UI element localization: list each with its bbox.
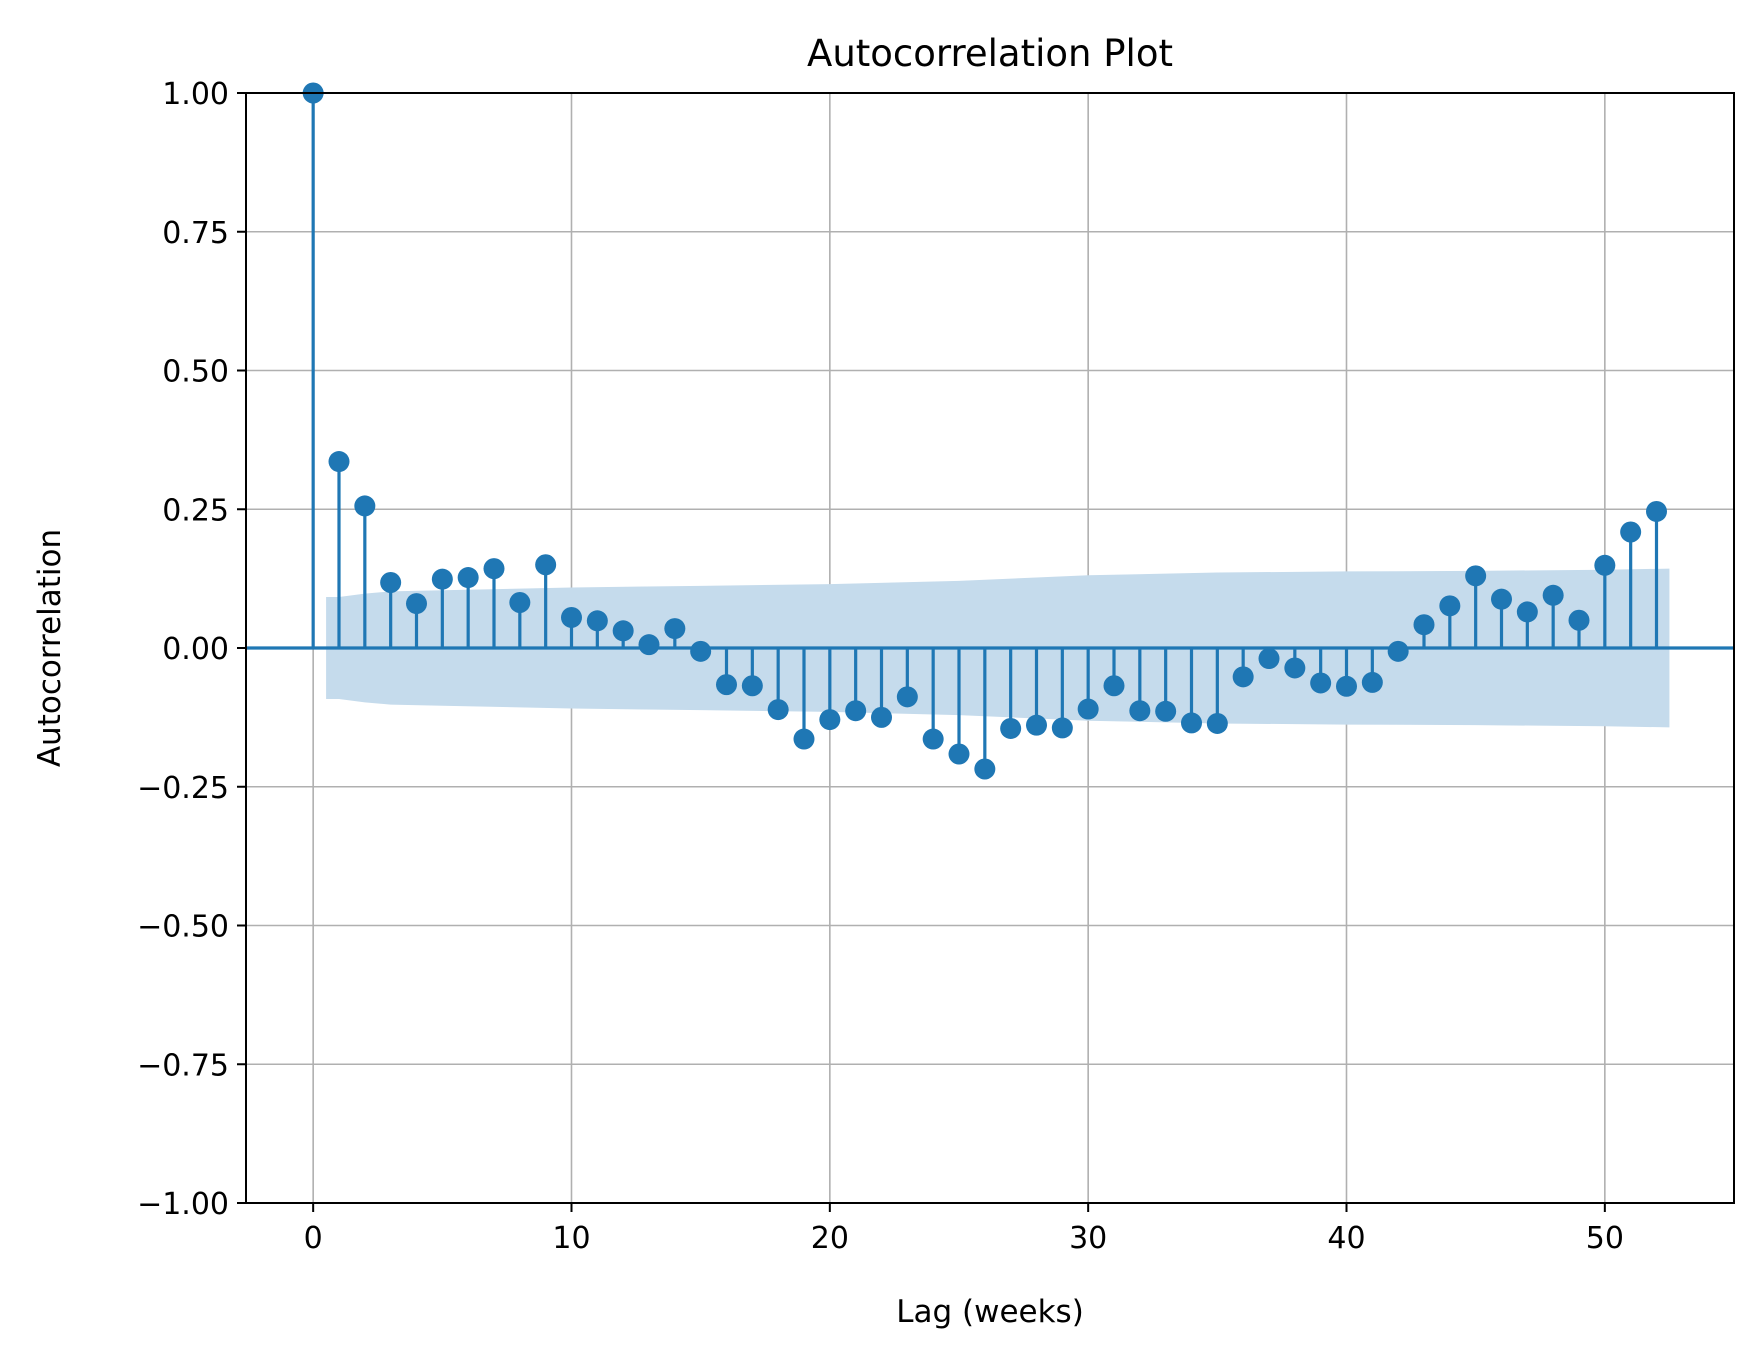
stem-marker bbox=[483, 558, 505, 580]
stem-marker bbox=[1516, 601, 1538, 623]
stem-marker bbox=[1051, 717, 1073, 739]
stem-marker bbox=[1491, 588, 1512, 610]
stem-layer bbox=[311, 93, 1659, 769]
y-tick-label: 1.00 bbox=[162, 77, 229, 112]
stem-marker bbox=[1155, 700, 1177, 722]
x-tick-label: 30 bbox=[1069, 1221, 1107, 1256]
stem-marker bbox=[1439, 595, 1461, 617]
stem-marker bbox=[457, 567, 479, 589]
stem-marker bbox=[1361, 671, 1383, 693]
stem-marker bbox=[767, 699, 789, 721]
stem-marker bbox=[1181, 712, 1202, 734]
x-tick-label: 0 bbox=[304, 1221, 323, 1256]
y-tick-label: −1.00 bbox=[137, 1187, 229, 1222]
stem-marker bbox=[561, 606, 582, 628]
stem-marker bbox=[871, 706, 892, 728]
y-tick-label: 0.75 bbox=[162, 216, 229, 251]
stem-marker bbox=[431, 568, 453, 590]
stem-marker bbox=[1594, 554, 1616, 576]
stem-marker bbox=[328, 451, 350, 473]
y-axis-label: Autocorrelation bbox=[32, 529, 68, 767]
stem-marker bbox=[638, 634, 660, 656]
stem-marker bbox=[716, 674, 737, 696]
x-tick-label: 40 bbox=[1327, 1221, 1365, 1256]
stem-marker bbox=[380, 572, 402, 594]
stem-marker bbox=[1387, 640, 1409, 662]
y-tick-label: 0.50 bbox=[162, 355, 229, 390]
x-tick-label: 10 bbox=[552, 1221, 590, 1256]
stem-marker bbox=[1103, 675, 1125, 697]
stem-marker bbox=[586, 610, 608, 632]
stem-marker bbox=[690, 640, 712, 662]
stem-marker bbox=[509, 591, 531, 613]
stem-marker bbox=[1646, 500, 1667, 522]
stem-marker bbox=[1284, 657, 1306, 679]
y-tick-label: −0.50 bbox=[137, 910, 229, 945]
stem-marker bbox=[1542, 584, 1564, 606]
stem-marker bbox=[922, 728, 944, 750]
stem-marker bbox=[535, 554, 557, 576]
stem-marker bbox=[1206, 712, 1228, 734]
marker-layer bbox=[302, 82, 1667, 780]
x-axis-label: Lag (weeks) bbox=[896, 1294, 1084, 1330]
stem-marker bbox=[1077, 698, 1099, 720]
stem-marker bbox=[793, 728, 815, 750]
stem-marker bbox=[819, 709, 841, 731]
stem-marker bbox=[1465, 565, 1487, 587]
stem-marker bbox=[1336, 675, 1357, 697]
stem-marker bbox=[1232, 666, 1254, 688]
stem-marker bbox=[1568, 609, 1590, 631]
y-tick-label: 0.00 bbox=[162, 632, 229, 667]
stem-marker bbox=[1258, 648, 1280, 670]
stem-marker bbox=[741, 675, 763, 697]
stem-marker bbox=[1620, 521, 1642, 543]
stem-marker bbox=[1129, 700, 1151, 722]
stem-marker bbox=[948, 743, 970, 765]
stem-marker bbox=[664, 618, 686, 640]
stem-marker bbox=[1000, 717, 1022, 739]
stem-marker bbox=[1310, 672, 1332, 694]
y-tick-label: 0.25 bbox=[162, 493, 229, 528]
x-tick-label: 50 bbox=[1586, 1221, 1624, 1256]
stem-marker bbox=[896, 686, 918, 708]
stem-marker bbox=[612, 620, 634, 642]
chart-title: Autocorrelation Plot bbox=[807, 32, 1173, 75]
stem-marker bbox=[974, 758, 996, 780]
x-tick-label: 20 bbox=[811, 1221, 849, 1256]
stem-marker bbox=[1026, 714, 1047, 736]
tick-layer: 0 10 20 30 40 50 −1.00 −0.75 −0.50 −0.25 0.00 0.25 0… bbox=[137, 77, 1624, 1256]
y-tick-label: −0.25 bbox=[137, 771, 229, 806]
stem-marker bbox=[354, 495, 376, 517]
stem-marker bbox=[1413, 614, 1435, 636]
stem-marker bbox=[406, 593, 427, 615]
y-tick-label: −0.75 bbox=[137, 1048, 229, 1083]
stem-marker bbox=[845, 700, 867, 722]
